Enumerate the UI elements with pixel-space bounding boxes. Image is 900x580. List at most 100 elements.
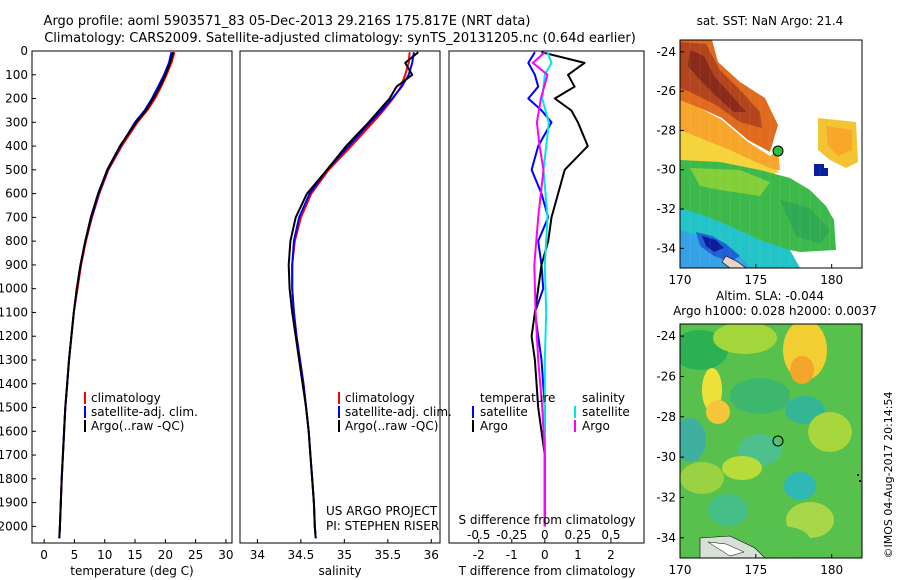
difference-legend: temperature satellite Argo salinity sate… [472, 391, 630, 433]
temperature-plot-frame [31, 50, 233, 544]
figure-title-line1: Argo profile: aoml 5903571_83 05-Dec-201… [44, 14, 531, 29]
figure-title-line2: Climatology: CARS2009. Satellite-adjuste… [44, 31, 636, 46]
legend-sal-argo-label: Argo [582, 419, 610, 433]
latitude-tick-label: -30 [656, 163, 676, 177]
salinity-tick-label: 36 [424, 548, 439, 562]
depth-tick-label: 1000 [0, 282, 28, 296]
legend-argo-label: Argo(..raw -QC) [345, 419, 438, 433]
sst-argo-location-marker [772, 145, 784, 157]
salinity-difference-tick-label: -0.5 [467, 528, 490, 542]
longitude-tick-label: 170 [669, 273, 692, 287]
sst-latitude-ticks: -24 -26 -28 -30 -32 -34 [656, 45, 684, 255]
argo-raw-qc-line [58, 51, 175, 539]
credits-project: US ARGO PROJECT [326, 504, 438, 518]
salinity-tick-label: 34.5 [288, 548, 315, 562]
legend-argo-label: Argo(..raw -QC) [91, 419, 184, 433]
longitude-tick-label: 170 [669, 563, 692, 577]
temperature-tick-label: 5 [71, 548, 79, 562]
sla-heatmap [680, 324, 862, 558]
depth-tick-label: 700 [5, 210, 28, 224]
salinity-axis-ticks: 34 34.5 35 35.5 36 [250, 539, 439, 562]
salinity-legend: climatology satellite-adj. clim. Argo(..… [338, 391, 452, 433]
legend-sal-satellite-label: satellite [582, 405, 630, 419]
temperature-tick-label: 30 [218, 548, 233, 562]
depth-tick-label: 1100 [0, 305, 28, 319]
temperature-tick-label: 20 [158, 548, 173, 562]
depth-axis-ticks: 0 100 200 300 400 500 600 700 800 900 1000 1100 1200… [0, 44, 36, 533]
salinity-difference-ticks: -0.5 -0.25 0 0.25 0.5 [467, 528, 620, 542]
depth-tick-label: 500 [5, 163, 28, 177]
depth-tick-label: 800 [5, 234, 28, 248]
depth-tick-label: 600 [5, 187, 28, 201]
temperature-tick-label: 10 [97, 548, 112, 562]
longitude-tick-label: 180 [820, 563, 843, 577]
depth-tick-label: 1400 [0, 377, 28, 391]
temperature-difference-tick-label: -1 [506, 548, 518, 562]
sla-argo-location-marker [772, 435, 784, 447]
legend-climatology-label: climatology [345, 391, 415, 405]
depth-tick-label: 1700 [0, 448, 28, 462]
latitude-tick-label: -24 [656, 45, 676, 59]
latitude-tick-label: -28 [656, 123, 676, 137]
legend-satellite-label: satellite-adj. clim. [345, 405, 452, 419]
salinity-tick-label: 35 [337, 548, 352, 562]
salinity-plot-frame [239, 50, 441, 544]
argo-raw-qc-line [287, 51, 419, 539]
temperature-difference-tick-label: 2 [607, 548, 615, 562]
difference-lines [527, 51, 589, 527]
temperature-difference-tick-label: -2 [473, 548, 485, 562]
legend-climatology-label: climatology [91, 391, 161, 405]
temperature-axis-ticks: 0 5 10 15 20 25 30 [40, 539, 234, 562]
depth-tick-label: 1300 [0, 353, 28, 367]
temperature-axis-label: temperature (deg C) [70, 564, 193, 578]
sst-map-frame [679, 39, 863, 269]
credits-pi: PI: STEPHEN RISER [326, 519, 439, 533]
temperature-panel: 0100200300400500600700800900100011001200… [0, 44, 234, 578]
salinity-argo-line [531, 51, 549, 527]
temperature-profile-lines [58, 51, 176, 539]
legend-salinity-header: salinity [582, 391, 625, 405]
legend-temp-argo-label: Argo [480, 419, 508, 433]
sla-map-title: Altim. SLA: -0.044 [716, 289, 824, 303]
longitude-tick-label: 180 [820, 273, 843, 287]
latitude-tick-label: -32 [656, 490, 676, 504]
sst-map-title: sat. SST: NaN Argo: 21.4 [697, 14, 844, 28]
depth-tick-label: 300 [5, 115, 28, 129]
salinity-difference-label: S difference from climatology [459, 513, 636, 527]
longitude-tick-label: 175 [744, 563, 767, 577]
sla-longitude-ticks: 170 175 180 [669, 554, 843, 577]
temperature-difference-tick-label: 1 [574, 548, 582, 562]
temperature-argo-line [530, 51, 589, 527]
sla-map-frame [679, 323, 863, 559]
temperature-difference-label: T difference from climatology [458, 564, 636, 578]
sst-heatmap [680, 40, 858, 268]
latitude-tick-label: -34 [656, 241, 676, 255]
imos-timestamp: ©IMOS 04-Aug-2017 20:14:54 [882, 392, 895, 559]
latitude-tick-label: -24 [656, 329, 676, 343]
depth-tick-label: 0 [20, 44, 28, 58]
depth-tick-label: 900 [5, 258, 28, 272]
legend-temperature-header: temperature [480, 391, 555, 405]
temperature-legend: climatology satellite-adj. clim. Argo(..… [84, 391, 198, 433]
salinity-difference-tick-label: 0 [541, 528, 549, 542]
legend-satellite-label: satellite-adj. clim. [91, 405, 198, 419]
salinity-profile-lines [287, 51, 419, 539]
temperature-satellite-line [527, 51, 553, 527]
temperature-tick-label: 15 [127, 548, 142, 562]
legend-temp-satellite-label: satellite [480, 405, 528, 419]
sla-map-panel: Altim. SLA: -0.044 Argo h1000: 0.028 h20… [656, 289, 877, 577]
difference-plot-frame [448, 50, 645, 544]
latitude-tick-label: -26 [656, 84, 676, 98]
depth-tick-label: 1800 [0, 472, 28, 486]
sla-map-subtitle: Argo h1000: 0.028 h2000: 0.0037 [673, 304, 877, 318]
sla-latitude-ticks: -24 -26 -28 -30 -32 -34 [656, 329, 684, 545]
temperature-tick-label: 0 [40, 548, 48, 562]
latitude-tick-label: -30 [656, 450, 676, 464]
difference-panel: -2 -1 0 1 2 -0.5 -0.25 0 0.25 0.5 S difference f… [448, 50, 645, 578]
sst-map-panel: sat. SST: NaN Argo: 21.4 [656, 14, 863, 287]
salinity-difference-tick-label: 0.25 [565, 528, 592, 542]
longitude-tick-label: 175 [744, 273, 767, 287]
salinity-difference-tick-label: -0.25 [496, 528, 527, 542]
salinity-tick-label: 35.5 [374, 548, 401, 562]
